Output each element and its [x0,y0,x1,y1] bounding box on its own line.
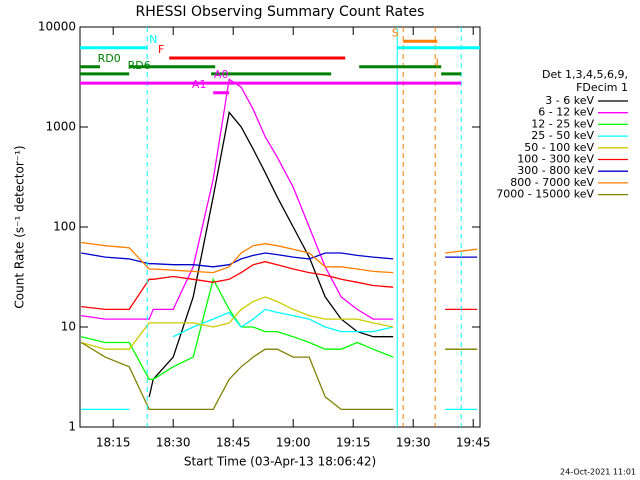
y-tick-label: 10000 [38,20,76,34]
legend-label: 6 - 12 keV [538,106,594,119]
flag-label: F [158,43,164,56]
legend-label: 3 - 6 keV [545,94,594,107]
x-tick-label: 19:15 [336,436,371,450]
x-tick-label: 18:30 [156,436,191,450]
legend-label: 12 - 25 keV [531,117,594,130]
x-axis-label: Start Time (03-Apr-13 18:06:42) [184,455,376,469]
flag-label: I [436,56,439,69]
legend-label: 50 - 100 keV [524,141,594,154]
plot-frame [79,26,481,428]
legend-label: 800 - 7000 keV [510,176,594,189]
y-tick-label: 1 [68,420,76,434]
flag-label: N [149,33,157,46]
series-line [80,341,478,411]
legend-label: 100 - 300 keV [517,153,594,166]
legend-label: 300 - 800 keV [517,164,594,177]
flag-label: A1 [192,78,207,91]
series-line [81,296,478,350]
chart-title: RHESSI Observing Summary Count Rates [136,4,425,20]
y-tick-label: 100 [53,220,76,234]
legend-label: 25 - 50 keV [531,129,594,142]
series-line [81,308,478,411]
x-tick-label: 19:00 [276,436,311,450]
flag-label: A0 [214,68,229,81]
flag-label: S [392,26,399,39]
flag-label: RD6 [128,59,151,72]
x-tick-label: 18:15 [96,436,131,450]
footer: 24-Oct-2021 11:01 [560,468,636,477]
x-tick-label: 19:45 [456,436,491,450]
flag-label: RD0 [98,52,121,65]
series-line [81,252,478,268]
y-axis-label: Count Rate (s⁻¹ detector⁻¹) [13,145,27,308]
series-line [81,78,394,320]
legend-label: 7000 - 15000 keV [496,188,594,201]
x-tick-label: 19:30 [396,436,431,450]
y-tick-label: 10 [61,320,76,334]
x-tick-label: 18:45 [216,436,251,450]
legend-header: FDecim 1 [576,81,628,94]
series-line [81,277,394,380]
y-tick-label: 1000 [45,120,76,134]
legend-header: Det 1,3,4,5,6,9, [542,68,628,81]
series-line [148,110,394,398]
series-line [81,241,478,274]
